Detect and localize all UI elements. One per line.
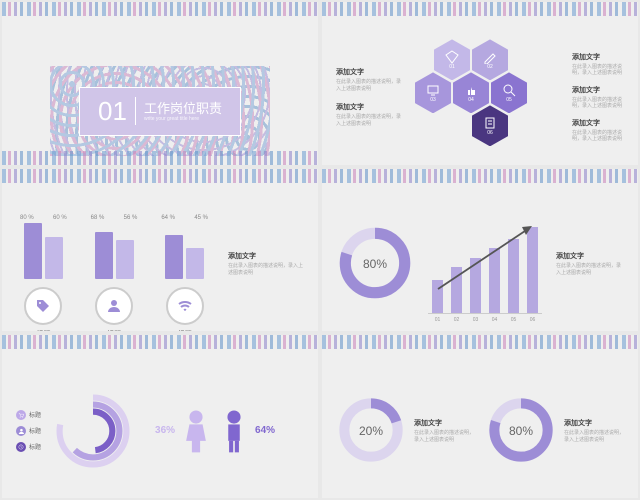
section-subtitle: write your great title here: [144, 116, 222, 122]
floral-border-bottom: [2, 151, 318, 165]
user-icon: [95, 287, 133, 325]
female-icon: [179, 408, 213, 454]
divider: [135, 97, 136, 125]
slide-3-bars-icons: 80 % 60 % 标题 68 % 56 % 标题 64 % 45 % 标题添加…: [2, 169, 318, 332]
text-block: 添加文字在此录入图表的描述说明，录入上述图表说明: [228, 251, 304, 276]
donut-chart: 80%: [486, 395, 556, 467]
slide-4-donut-bars: 80% 010203040506 添加文字 在此录入图表的描述说明，录入上述图表…: [322, 169, 638, 332]
donut-item: 80% 添加文字在此录入图表的描述说明，录入上述图表说明: [486, 395, 624, 467]
wifi-icon: [166, 287, 204, 325]
trend-arrow-icon: [436, 223, 536, 293]
hexagon-grid: 0102 03040506: [418, 37, 558, 157]
slide-6-two-donuts: 20% 添加文字在此录入图表的描述说明，录入上述图表说明 80% 添加文字在此录…: [322, 335, 638, 498]
ring-chart: [49, 387, 137, 475]
donut-label: 20%: [336, 395, 406, 467]
text-block: 添加文字 在此录入图表的描述说明，录入上述图表说明: [572, 85, 624, 110]
male-icon: [217, 408, 251, 454]
floral-border-top: [2, 335, 318, 349]
legend-item: 标题: [16, 442, 41, 452]
floral-border-top: [322, 169, 638, 183]
body-text: 在此录入图表的描述说明，录入上述图表说明: [572, 130, 624, 143]
title-box: 01 工作岗位职责 write your great title here: [79, 87, 241, 136]
slide-5-pie-gender: 标题标题标题 36% 64%: [2, 335, 318, 498]
bar-label: 标题: [178, 329, 192, 331]
heading: 添加文字: [556, 251, 624, 261]
female-pct: 36%: [155, 425, 175, 436]
donut-chart: 20%: [336, 395, 406, 467]
floral-border-top: [322, 335, 638, 349]
text-block: 添加文字 在此录入图表的描述说明，录入上述图表说明: [572, 52, 624, 77]
bar-label: 标题: [36, 329, 50, 331]
donut-item: 20% 添加文字在此录入图表的描述说明，录入上述图表说明: [336, 395, 474, 467]
slide-2-hexagons: 添加文字 在此录入图表的描述说明，录入上述图表说明 添加文字 在此录入图表的描述…: [322, 2, 638, 165]
tag-icon: [24, 287, 62, 325]
hexagon-06: 06: [472, 105, 508, 146]
bar-column: 64 % 45 % 标题: [157, 217, 212, 331]
hexagon-02: 02: [472, 39, 508, 80]
body-text: 在此录入图表的描述说明，录入上述图表说明: [556, 263, 624, 276]
bar-label: 标题: [107, 329, 121, 331]
text-block: 添加文字 在此录入图表的描述说明，录入上述图表说明: [572, 118, 624, 143]
heading: 添加文字: [336, 102, 404, 112]
bar-column: 68 % 56 % 标题: [87, 217, 142, 331]
section-title: 工作岗位职责: [144, 101, 222, 117]
text-block: 添加文字 在此录入图表的描述说明，录入上述图表说明: [336, 67, 404, 92]
user-icon: [16, 426, 26, 436]
male-pct: 64%: [255, 425, 275, 436]
text-block: 添加文字在此录入图表的描述说明，录入上述图表说明: [414, 418, 474, 443]
legend-item: 标题: [16, 426, 41, 436]
donut-label: 80%: [336, 224, 414, 304]
x-axis-ticks: 010203040506: [428, 317, 542, 323]
heading: 添加文字: [336, 67, 404, 77]
floral-border-top: [322, 2, 638, 16]
text-block: 添加文字 在此录入图表的描述说明，录入上述图表说明: [336, 102, 404, 127]
bar-column: 80 % 60 % 标题: [16, 217, 71, 331]
slide-grid: 01 工作岗位职责 write your great title here 添加…: [0, 0, 640, 500]
slide-1-title: 01 工作岗位职责 write your great title here: [2, 2, 318, 165]
heading: 添加文字: [572, 52, 624, 62]
section-number: 01: [98, 96, 127, 127]
clock-icon: [16, 442, 26, 452]
body-text: 在此录入图表的描述说明，录入上述图表说明: [336, 114, 404, 127]
donut-label: 80%: [486, 395, 556, 467]
floral-border-top: [2, 2, 318, 16]
heading: 添加文字: [572, 85, 624, 95]
hexagon-03: 03: [415, 72, 451, 113]
text-block: 添加文字 在此录入图表的描述说明，录入上述图表说明: [556, 251, 624, 276]
heading: 添加文字: [572, 118, 624, 128]
body-text: 在此录入图表的描述说明，录入上述图表说明: [336, 79, 404, 92]
hexagon-05: 05: [491, 72, 527, 113]
text-block: 添加文字在此录入图表的描述说明，录入上述图表说明: [564, 418, 624, 443]
hexagon-04: 04: [453, 72, 489, 113]
donut-chart: 80%: [336, 224, 414, 304]
floral-border-top: [2, 169, 318, 183]
body-text: 在此录入图表的描述说明，录入上述图表说明: [572, 97, 624, 110]
legend-item: 标题: [16, 410, 41, 420]
bar-chart: 010203040506: [428, 214, 542, 314]
body-text: 在此录入图表的描述说明，录入上述图表说明: [572, 64, 624, 77]
legend: 标题标题标题: [16, 410, 41, 452]
hexagon-01: 01: [434, 39, 470, 80]
cart-icon: [16, 410, 26, 420]
